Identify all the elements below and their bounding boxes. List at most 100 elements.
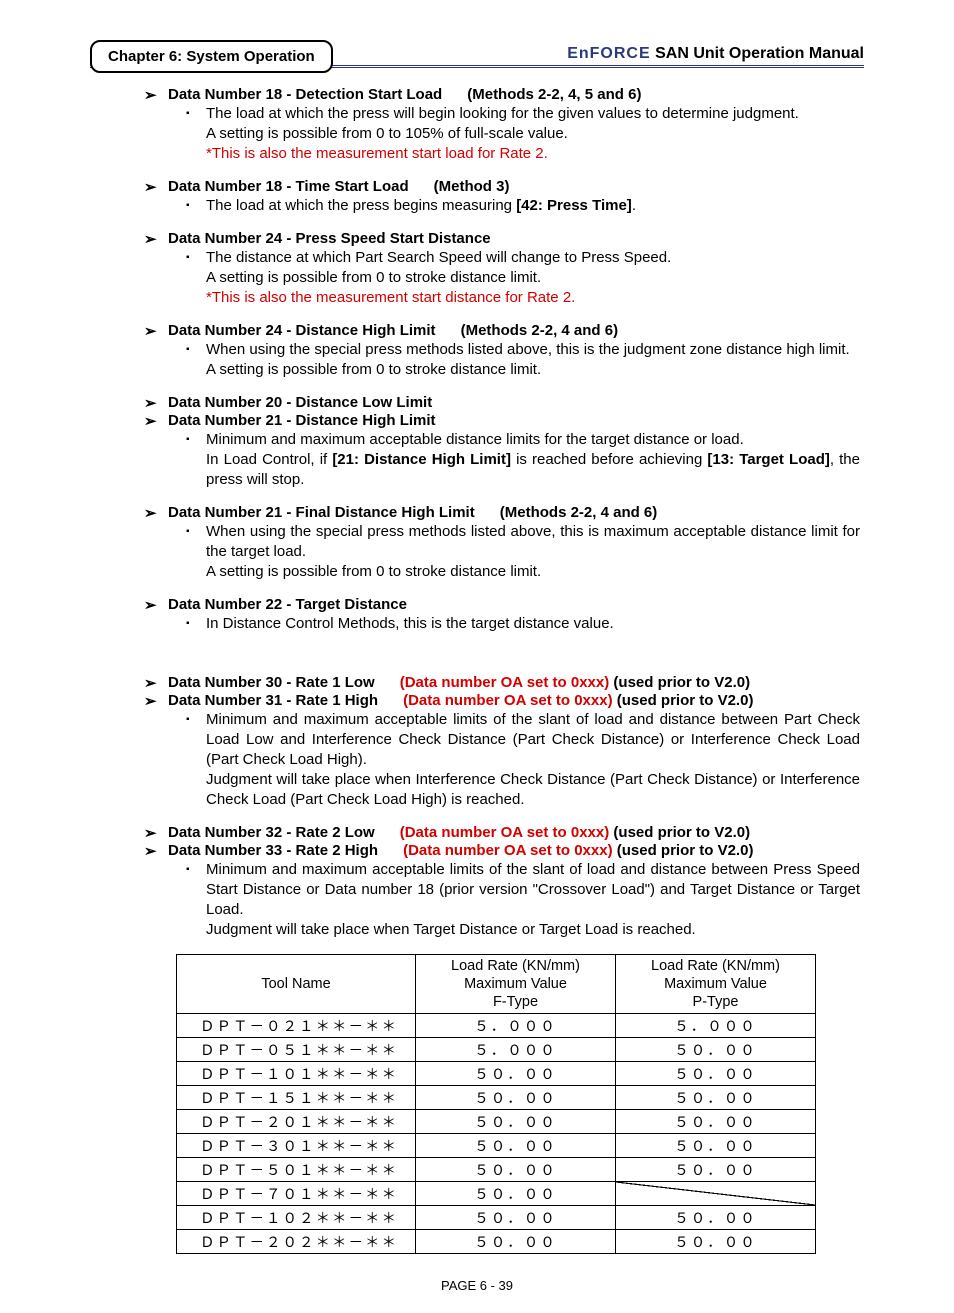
table-cell: ５．０００ xyxy=(616,1014,816,1038)
content: ➢ Data Number 18 - Detection Start Load (… xyxy=(90,86,864,940)
square-icon: ▪ xyxy=(186,710,198,770)
body-text: The load at which the press begins measu… xyxy=(206,196,860,216)
body-text: Minimum and maximum acceptable distance … xyxy=(206,430,860,450)
table-cell: ５０．００ xyxy=(616,1230,816,1254)
body-line: ▪ When using the special press methods li… xyxy=(186,340,860,360)
square-icon: ▪ xyxy=(186,104,198,124)
table-row: ＤＰＴ－１０２＊＊－＊＊５０．００５０．００ xyxy=(177,1206,816,1230)
body-line: ▪Minimum and maximum acceptable limits o… xyxy=(186,860,860,920)
heading-text: Data Number 20 - Distance Low Limit xyxy=(168,394,432,412)
heading-text: Data Number 21 - Distance High Limit xyxy=(168,412,436,430)
table-row: ＤＰＴ－１０１＊＊－＊＊５０．００５０．００ xyxy=(177,1062,816,1086)
arrow-icon: ➢ xyxy=(144,596,162,614)
table-cell: ５０．００ xyxy=(616,1038,816,1062)
entry-heading: ➢Data Number 30 - Rate 1 Low (Data numbe… xyxy=(144,674,860,692)
entry: ➢ Data Number 24 - Distance High Limit (M… xyxy=(94,322,860,380)
body-line: ▪ In Distance Control Methods, this is th… xyxy=(186,614,860,634)
table-cell: ＤＰＴ－２０１＊＊－＊＊ xyxy=(177,1110,416,1134)
square-icon: ▪ xyxy=(186,248,198,268)
table-cell: ５．０００ xyxy=(416,1038,616,1062)
table-cell: ５０．００ xyxy=(416,1062,616,1086)
entry-heading: ➢ Data Number 24 - Press Speed Start Dist… xyxy=(144,230,860,248)
entry-heading: ➢Data Number 33 - Rate 2 High (Data numb… xyxy=(144,842,860,860)
entry-heading: ➢ Data Number 22 - Target Distance xyxy=(144,596,860,614)
arrow-icon: ➢ xyxy=(144,692,162,710)
table-cell: ＤＰＴ－３０１＊＊－＊＊ xyxy=(177,1134,416,1158)
table-cell: ＤＰＴ－７０１＊＊－＊＊ xyxy=(177,1182,416,1206)
entry-body: ▪Minimum and maximum acceptable limits o… xyxy=(186,710,860,810)
arrow-icon: ➢ xyxy=(144,842,162,860)
entry: ➢Data Number 18 - Time Start Load (Metho… xyxy=(94,178,860,216)
body-text: When using the special press methods lis… xyxy=(206,522,860,562)
arrow-icon: ➢ xyxy=(144,412,162,430)
arrow-icon: ➢ xyxy=(144,322,162,340)
body-text: When using the special press methods lis… xyxy=(206,340,860,360)
heading-text: Data Number 24 - Distance High Limit (Me… xyxy=(168,322,618,340)
arrow-icon: ➢ xyxy=(144,394,162,412)
body-text: In Load Control, if [21: Distance High L… xyxy=(206,450,860,490)
arrow-icon: ➢ xyxy=(144,504,162,522)
table-cell: ＤＰＴ－５０１＊＊－＊＊ xyxy=(177,1158,416,1182)
square-icon xyxy=(186,450,198,490)
body-text: A setting is possible from 0 to stroke d… xyxy=(206,268,860,288)
body-text: *This is also the measurement start dist… xyxy=(206,288,860,308)
square-icon xyxy=(186,124,198,144)
body-line: ▪ The distance at which Part Search Speed… xyxy=(186,248,860,268)
body-line: *This is also the measurement start dist… xyxy=(186,288,860,308)
square-icon xyxy=(186,268,198,288)
square-icon: ▪ xyxy=(186,340,198,360)
table-cell xyxy=(616,1182,816,1206)
manual-title: EnFORCE SAN Unit Operation Manual xyxy=(567,45,864,63)
body-line: A setting is possible from 0 to stroke d… xyxy=(186,268,860,288)
table-cell: ５０．００ xyxy=(416,1086,616,1110)
table-cell: ５０．００ xyxy=(416,1134,616,1158)
table-cell: ５０．００ xyxy=(616,1206,816,1230)
arrow-icon: ➢ xyxy=(144,230,162,248)
table-cell: ５０．００ xyxy=(416,1230,616,1254)
entry: ➢ Data Number 32 - Rate 2 Low (Data numbe… xyxy=(94,824,860,940)
arrow-icon: ➢ xyxy=(144,824,162,842)
table-cell: ＤＰＴ－１５１＊＊－＊＊ xyxy=(177,1086,416,1110)
page-header: Chapter 6: System Operation EnFORCE SAN … xyxy=(90,30,864,68)
body-line: A setting is possible from 0 to stroke d… xyxy=(186,562,860,582)
entry-heading: ➢ Data Number 21 - Distance High Limit xyxy=(144,412,860,430)
table-row: ＤＰＴ－１５１＊＊－＊＊５０．００５０．００ xyxy=(177,1086,816,1110)
entry: ➢ Data Number 22 - Target Distance▪ In Dis… xyxy=(94,596,860,634)
entry-heading: ➢ Data Number 32 - Rate 2 Low (Data numbe… xyxy=(144,824,860,842)
body-line: Judgment will take place when Interferen… xyxy=(186,770,860,810)
heading-text: Data Number 24 - Press Speed Start Dista… xyxy=(168,230,491,248)
square-icon xyxy=(186,144,198,164)
table-cell: ５０．００ xyxy=(616,1158,816,1182)
square-icon: ▪ xyxy=(186,614,198,634)
table-cell: ＤＰＴ－０５１＊＊－＊＊ xyxy=(177,1038,416,1062)
table-cell: ５．０００ xyxy=(416,1014,616,1038)
heading-text: Data Number 18 - Detection Start Load (M… xyxy=(168,86,641,104)
arrow-icon: ➢ xyxy=(144,178,162,196)
square-icon xyxy=(186,562,198,582)
body-line: ▪The load at which the press will begin … xyxy=(186,104,860,124)
heading-text: Data Number 22 - Target Distance xyxy=(168,596,407,614)
entry-body: ▪ In Distance Control Methods, this is th… xyxy=(186,614,860,634)
table-cell: ＤＰＴ－１０２＊＊－＊＊ xyxy=(177,1206,416,1230)
table-header: Tool Name xyxy=(177,955,416,1014)
heading-text: Data Number 21 - Final Distance High Lim… xyxy=(168,504,657,522)
body-text: Minimum and maximum acceptable limits of… xyxy=(206,860,860,920)
entry-heading: ➢Data Number 18 - Detection Start Load (… xyxy=(144,86,860,104)
table-row: ＤＰＴ－０５１＊＊－＊＊５．０００５０．００ xyxy=(177,1038,816,1062)
body-line: A setting is possible from 0 to 105% of … xyxy=(186,124,860,144)
body-text: In Distance Control Methods, this is the… xyxy=(206,614,860,634)
body-line: *This is also the measurement start load… xyxy=(186,144,860,164)
heading-text: Data Number 30 - Rate 1 Low (Data number… xyxy=(168,674,750,692)
heading-text: Data Number 32 - Rate 2 Low (Data number… xyxy=(168,824,750,842)
entry-heading: ➢Data Number 31 - Rate 1 High (Data numb… xyxy=(144,692,860,710)
table-cell: ５０．００ xyxy=(616,1086,816,1110)
body-line: ▪Minimum and maximum acceptable distance… xyxy=(186,430,860,450)
square-icon xyxy=(186,920,198,940)
entry-body: ▪When using the special press methods li… xyxy=(186,522,860,582)
table-row: ＤＰＴ－０２１＊＊－＊＊５．０００５．０００ xyxy=(177,1014,816,1038)
table-cell: ５０．００ xyxy=(616,1062,816,1086)
body-text: Judgment will take place when Interferen… xyxy=(206,770,860,810)
rate-table: Tool NameLoad Rate (KN/mm)Maximum ValueF… xyxy=(176,954,816,1254)
body-text: The distance at which Part Search Speed … xyxy=(206,248,860,268)
table-cell: ５０．００ xyxy=(416,1206,616,1230)
